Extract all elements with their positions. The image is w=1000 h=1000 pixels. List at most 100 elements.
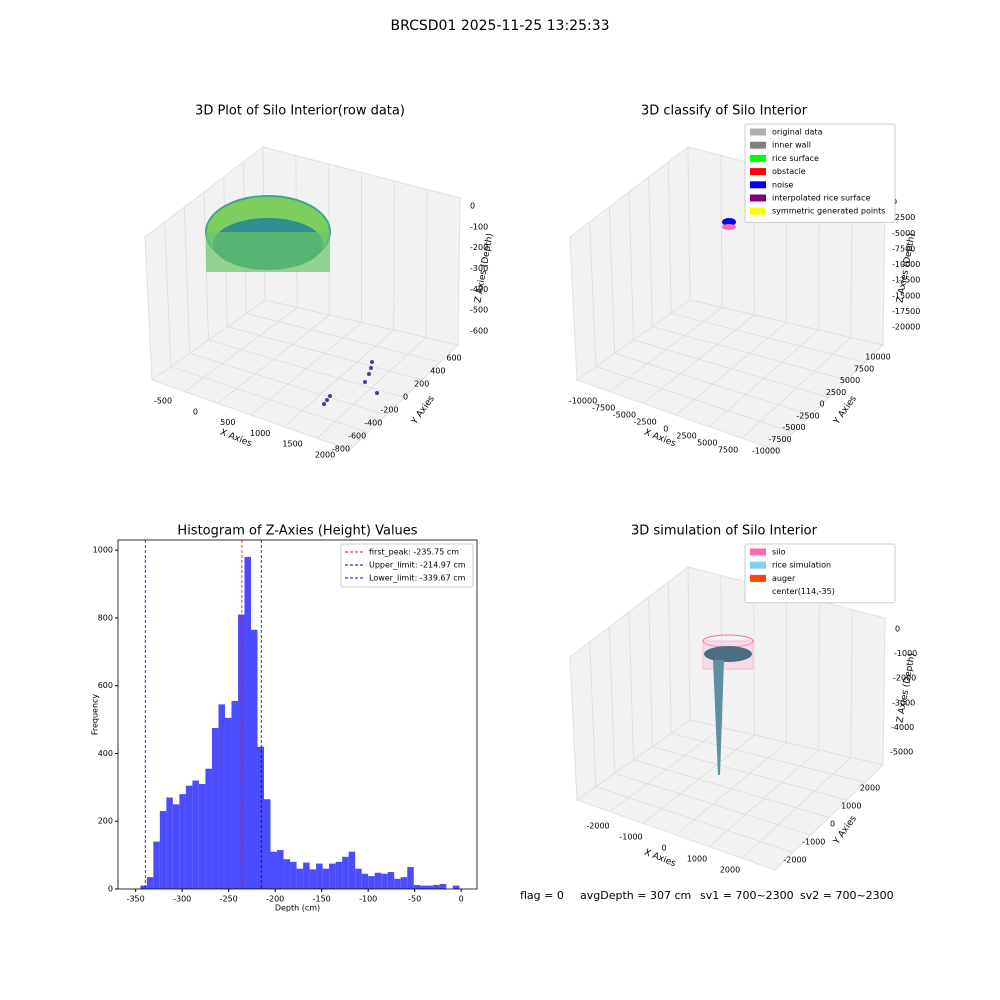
- z-tick-label: -15000: [892, 291, 920, 300]
- y-tick-label: -2500: [796, 411, 819, 420]
- x-tick-label: 0: [193, 407, 198, 416]
- legend: original data inner wall rice surface obsta…: [744, 123, 896, 223]
- bar: [179, 794, 186, 889]
- bar: [264, 799, 271, 889]
- y-tick-label: 400: [430, 367, 445, 376]
- legend-label: noise: [772, 180, 793, 189]
- legend-label: symmetric generated points: [772, 207, 885, 216]
- pane-grid: [246, 312, 441, 363]
- bar: [420, 885, 427, 889]
- z-tick-label: -400: [470, 285, 488, 294]
- y-tick-label: 2000: [860, 784, 880, 793]
- z-tick-label: -2000: [893, 674, 916, 683]
- bar: [283, 859, 291, 889]
- x-tick-label: -200: [266, 895, 284, 904]
- z-tick-label: -17500: [892, 307, 920, 316]
- legend-label: rice surface: [772, 154, 819, 163]
- x-tick-label: -100: [359, 895, 377, 904]
- chart-title: 3D Plot of Silo Interior(row data): [195, 104, 405, 119]
- y-tick-label: 7500: [854, 364, 874, 373]
- point: [363, 380, 367, 384]
- bar: [185, 785, 193, 889]
- rice-surface: [704, 646, 752, 662]
- bar: [244, 556, 251, 889]
- figure-title: BRCSD01 2025-11-25 13:25:33: [390, 18, 609, 34]
- pane-grid: [667, 161, 672, 314]
- pane-grid: [589, 641, 597, 787]
- bar: [361, 873, 369, 889]
- legend-swatch: [750, 548, 766, 556]
- z-axis-label: Z Axies (Depth): [895, 652, 917, 723]
- x-tick-label: 500: [220, 418, 235, 427]
- bar: [224, 717, 232, 889]
- z-tick-label: -5000: [890, 748, 913, 757]
- x-tick-label: 0: [459, 895, 464, 904]
- pane-grid: [628, 611, 634, 761]
- y-tick-label: 0: [819, 400, 824, 409]
- point: [325, 398, 329, 402]
- legend-label: Upper_limit: -214.97 cm: [369, 561, 466, 570]
- x-tick-label: -10000: [569, 397, 597, 406]
- x-tick-label: -7500: [592, 404, 615, 413]
- bar: [166, 797, 173, 889]
- axes-frame: [117, 539, 478, 890]
- x-tick-label: 0: [661, 844, 666, 853]
- bar: [322, 868, 330, 889]
- bar: [355, 868, 362, 889]
- legend-swatch: [750, 194, 766, 202]
- z-tick-label: -7500: [892, 244, 915, 253]
- legend-label: Lower_limit: -339.67 cm: [369, 574, 466, 583]
- y-tick-label: -600: [348, 432, 366, 441]
- x-tick-label: 5000: [697, 439, 717, 448]
- x-tick-label: -150: [313, 895, 331, 904]
- z-tick-label: -1000: [894, 649, 917, 658]
- bar: [237, 614, 245, 889]
- bar: [348, 851, 356, 889]
- bar: [309, 869, 317, 889]
- legend-label: original data: [772, 128, 823, 137]
- y-tick-label: 200: [414, 380, 429, 389]
- pane-grid: [608, 626, 616, 774]
- bar: [303, 862, 310, 889]
- y-tick-label: 1000: [93, 546, 113, 555]
- pane-grid: [183, 206, 191, 354]
- y-tick-label: 0: [108, 885, 113, 894]
- legend-swatch: [750, 181, 766, 189]
- point: [367, 372, 371, 376]
- bar: [172, 804, 180, 889]
- y-tick-label: 5000: [840, 376, 860, 385]
- bar: [140, 885, 147, 889]
- y-tick-label: 200: [98, 817, 113, 826]
- pane-grid: [671, 732, 866, 783]
- auger: [713, 660, 724, 775]
- legend-label: interpolated rice surface: [772, 194, 870, 203]
- z-tick-label: -300: [470, 264, 488, 273]
- y-tick-label: 10000: [865, 353, 890, 362]
- chart-title: Histogram of Z-Axies (Height) Values: [177, 524, 417, 539]
- x-tick-label: -5000: [613, 411, 636, 420]
- footer-text: sv2 = 700~2300: [800, 889, 894, 902]
- x-tick-label: 1000: [687, 855, 707, 864]
- z-tick-label: -600: [470, 327, 488, 336]
- legend-swatch: [750, 168, 766, 176]
- bar: [335, 861, 343, 889]
- bar: [218, 704, 225, 889]
- bar: [433, 884, 440, 889]
- pane-grid: [671, 312, 866, 363]
- bar: [394, 878, 401, 889]
- pane-grid: [720, 155, 723, 308]
- point-cloud: [722, 224, 736, 230]
- x-tick-label: -50: [408, 895, 421, 904]
- y-tick-label: 0: [403, 393, 408, 402]
- x-axis-label: Depth (cm): [275, 904, 320, 913]
- pane-grid: [667, 581, 672, 734]
- x-tick-label: -2500: [634, 418, 657, 427]
- bar: [374, 872, 382, 889]
- legend-label: rice simulation: [772, 561, 831, 570]
- bar: [316, 863, 323, 889]
- point: [369, 366, 373, 370]
- bar: [257, 746, 265, 889]
- bar: [413, 884, 421, 889]
- chart-title: 3D simulation of Silo Interior: [631, 524, 818, 539]
